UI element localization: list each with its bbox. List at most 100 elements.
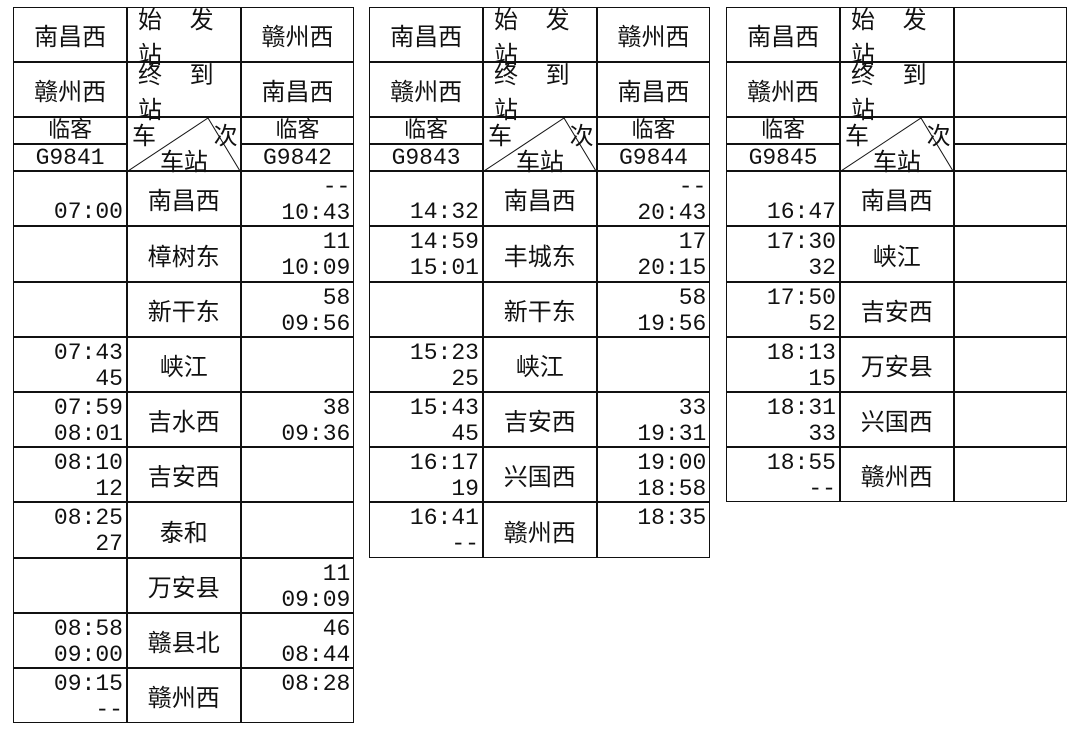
departure-time: 15:01 [409, 255, 479, 282]
station-name: 万安县 [839, 336, 954, 393]
station-name: 万安县 [126, 557, 241, 613]
arrival-time: 07:59 [53, 395, 123, 422]
right-train-number: G9842 [240, 144, 355, 172]
left-origin-station: 南昌西 [369, 7, 483, 63]
departure-time: 16:47 [766, 199, 836, 226]
station-name: 南昌西 [126, 171, 241, 227]
right-time-cell: -- 20:43 [596, 171, 711, 227]
terminal-label: 终 到 站 [482, 61, 597, 124]
arrival-time: 33 [678, 395, 707, 422]
station-name: 峡江 [126, 336, 241, 393]
right-time-cell [240, 447, 355, 503]
right-terminal-station [953, 62, 1068, 118]
departure-time: 20:15 [637, 255, 707, 282]
arrival-time: 18:35 [637, 505, 707, 532]
arrival-time: 11 [322, 560, 351, 587]
departure-time: 09:00 [53, 641, 123, 668]
diagonal-lines [840, 118, 954, 172]
right-time-cell [953, 447, 1068, 503]
arrival-time: 08:58 [53, 615, 123, 642]
arrival-time: -- [678, 174, 707, 201]
arrival-time: 14:59 [409, 229, 479, 256]
station-name: 樟树东 [126, 226, 241, 282]
arrival-time: 58 [678, 284, 707, 311]
train-station-diagonal-header: 车次车站 [126, 117, 241, 176]
arrival-time: 58 [322, 284, 351, 311]
terminal-label: 终 到 站 [126, 61, 241, 124]
left-time-cell: 16:47 [726, 171, 840, 227]
station-name: 赣州西 [482, 502, 597, 558]
departure-time: 18:58 [637, 476, 707, 503]
diagonal-lines [483, 118, 597, 172]
left-time-cell: 09:15 -- [13, 668, 127, 724]
departure-time: 27 [95, 531, 123, 558]
arrival-time: 46 [322, 615, 351, 642]
terminal-label: 终 到 站 [839, 61, 954, 124]
number-label: 次 [926, 122, 951, 151]
left-time-cell: 07:43 45 [13, 336, 127, 393]
arrival-time: 19:00 [637, 450, 707, 477]
station-name: 赣县北 [126, 612, 241, 669]
arrival-time: 08:10 [53, 450, 123, 477]
right-time-cell: 58 19:56 [596, 281, 711, 337]
left-time-cell: 16:41 -- [369, 502, 483, 558]
right-origin-station: 赣州西 [596, 7, 711, 63]
departure-time: 45 [451, 421, 479, 448]
right-train-type: 临客 [596, 117, 711, 145]
left-time-cell: 07:59 08:01 [13, 392, 127, 448]
departure-time: 10:43 [281, 200, 351, 227]
departure-time: 19:31 [637, 421, 707, 448]
left-time-cell: 08:25 27 [13, 502, 127, 558]
right-time-cell: 38 09:36 [240, 392, 355, 448]
station-name: 南昌西 [839, 171, 954, 227]
right-time-cell [953, 281, 1068, 337]
arrival-time: 08:28 [281, 671, 351, 698]
arrival-time: 15:43 [409, 395, 479, 422]
station-name: 吉安西 [482, 392, 597, 448]
departure-time: 09:36 [281, 421, 351, 448]
left-time-cell [13, 226, 127, 282]
arrival-time: 18:31 [766, 395, 836, 422]
left-time-cell: 15:43 45 [369, 392, 483, 448]
right-train-number [953, 144, 1068, 172]
left-origin-station: 南昌西 [726, 7, 840, 63]
departure-time: 09:56 [281, 310, 351, 337]
arrival-time: 07:43 [53, 339, 123, 366]
station-name: 南昌西 [482, 171, 597, 227]
station-name: 峡江 [839, 226, 954, 282]
arrival-time: 17:30 [766, 229, 836, 256]
right-time-cell [240, 336, 355, 393]
arrival-time: 38 [322, 395, 351, 422]
train-label: 车 [844, 122, 869, 151]
left-time-cell: 18:13 15 [726, 336, 840, 393]
right-time-cell: 19:00 18:58 [596, 447, 711, 503]
departure-time: -- [451, 531, 479, 558]
train-label: 车 [487, 122, 512, 151]
right-train-number: G9844 [596, 144, 711, 172]
station-name: 泰和 [126, 502, 241, 558]
right-time-cell: -- 10:43 [240, 171, 355, 227]
left-time-cell: 08:58 09:00 [13, 612, 127, 669]
train-station-diagonal-header: 车次车站 [482, 117, 597, 176]
right-time-cell [953, 336, 1068, 393]
departure-time: 07:00 [53, 199, 123, 226]
left-time-cell: 14:59 15:01 [369, 226, 483, 282]
train-station-diagonal-header: 车次车站 [839, 117, 954, 176]
departure-time: 19:56 [637, 310, 707, 337]
departure-time: 33 [808, 421, 836, 448]
right-time-cell [953, 392, 1068, 448]
right-time-cell: 17 20:15 [596, 226, 711, 282]
right-train-type: 临客 [240, 117, 355, 145]
left-time-cell: 17:30 32 [726, 226, 840, 282]
right-time-cell: 18:35 [596, 502, 711, 558]
station-name: 新干东 [482, 281, 597, 337]
departure-time: 45 [95, 365, 123, 392]
station-name: 吉水西 [126, 392, 241, 448]
right-time-cell [240, 502, 355, 558]
right-time-cell: 58 09:56 [240, 281, 355, 337]
right-time-cell: 33 19:31 [596, 392, 711, 448]
left-time-cell [13, 557, 127, 613]
left-time-cell: 08:10 12 [13, 447, 127, 503]
arrival-time: 17:50 [766, 284, 836, 311]
departure-time: 08:44 [281, 641, 351, 668]
